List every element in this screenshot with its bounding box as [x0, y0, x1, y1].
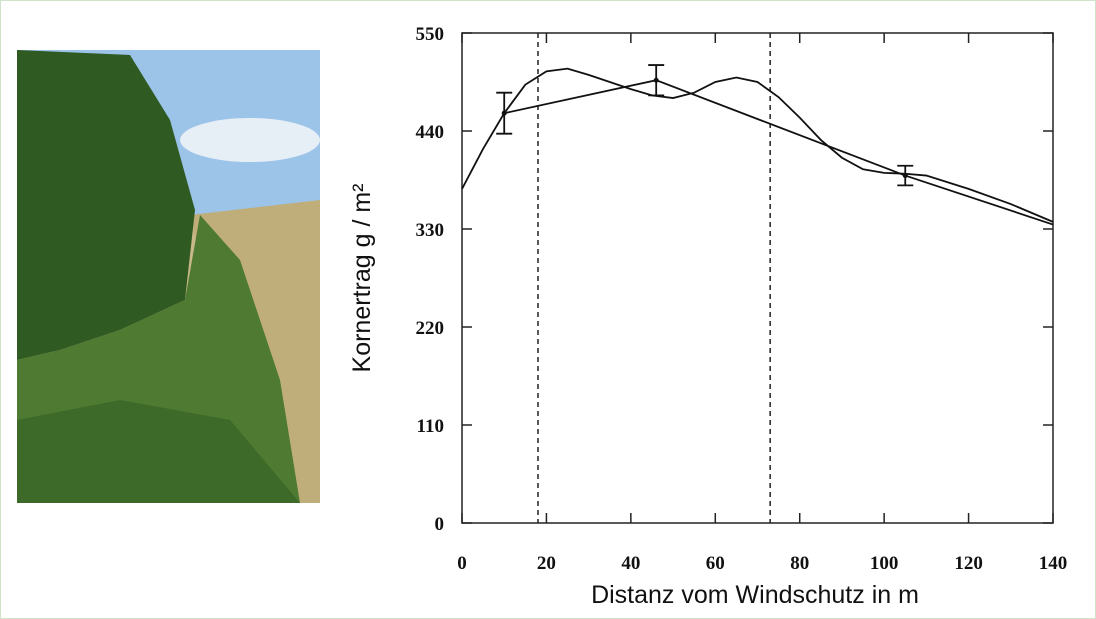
- x-tick-label: 60: [706, 553, 725, 574]
- data-line: [461, 67, 1054, 223]
- y-axis-title: Kornertrag g / m²: [348, 184, 376, 373]
- y-tick-label: 330: [416, 220, 445, 241]
- x-tick-label: 20: [537, 553, 556, 574]
- x-tick-label: 0: [457, 553, 467, 574]
- y-tick-label: 440: [416, 122, 445, 143]
- data-point: [501, 110, 507, 116]
- y-tick-label: 550: [416, 24, 445, 45]
- x-tick-label: 100: [870, 553, 899, 574]
- x-tick-label: 120: [954, 553, 983, 574]
- y-tick-label: 0: [435, 514, 445, 535]
- plot-frame: [461, 32, 1054, 524]
- data-point: [653, 77, 659, 83]
- data-line: [504, 79, 1054, 226]
- x-tick-label: 40: [621, 553, 640, 574]
- x-tick-label: 140: [1039, 553, 1068, 574]
- y-tick-label: 220: [416, 318, 445, 339]
- photo: [17, 50, 320, 503]
- x-axis-title: Distanz vom Windschutz in m: [591, 581, 919, 609]
- x-tick-label: 80: [790, 553, 809, 574]
- y-tick-label: 110: [417, 416, 444, 437]
- data-point: [902, 173, 908, 179]
